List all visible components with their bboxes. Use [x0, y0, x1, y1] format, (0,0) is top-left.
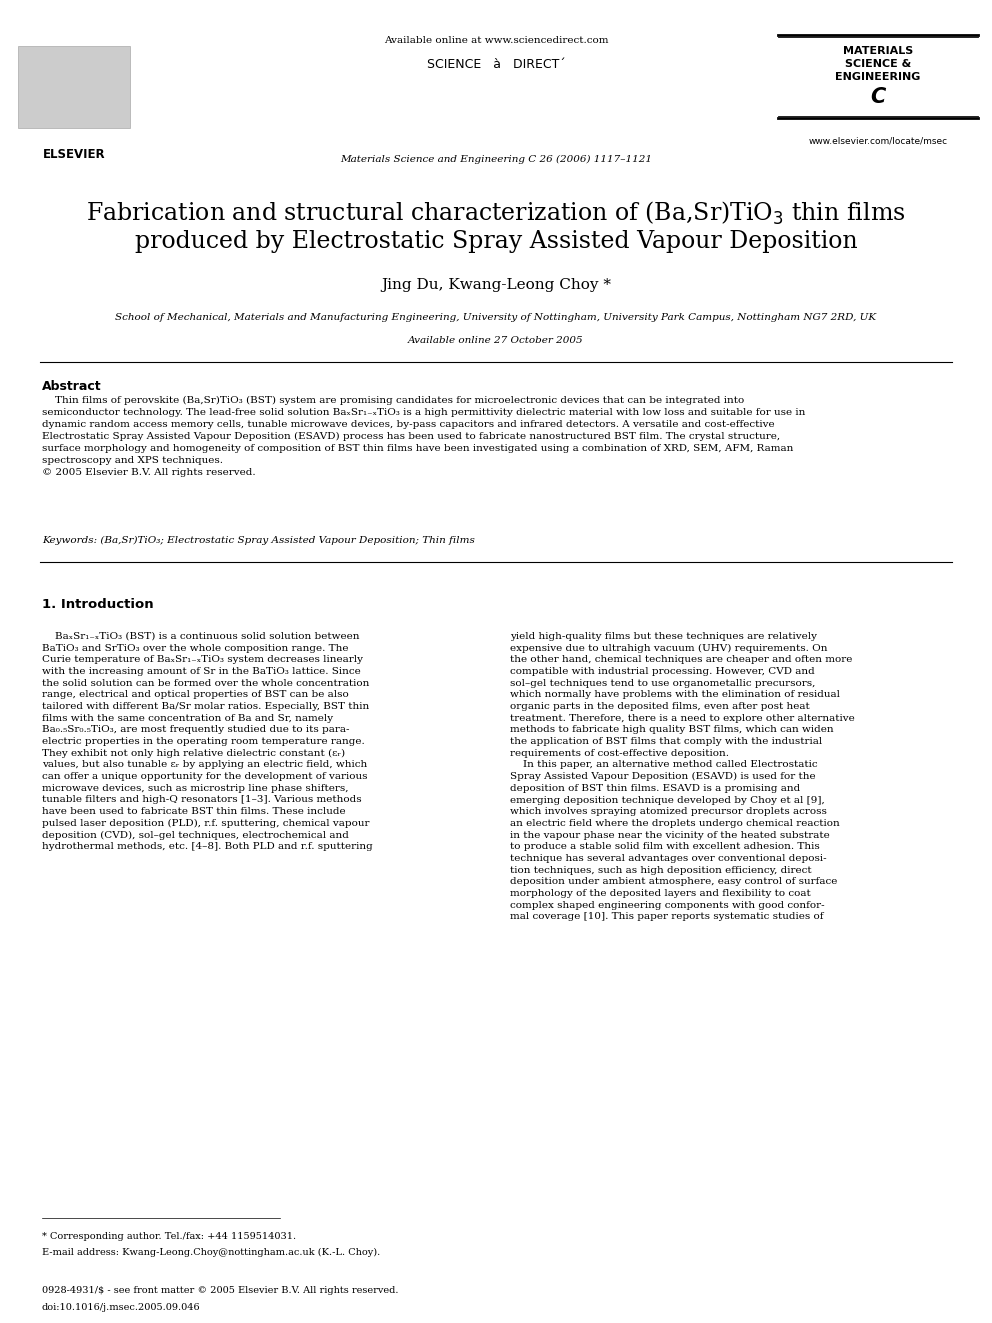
- Text: Fabrication and structural characterization of (Ba,Sr)TiO$_3$ thin films: Fabrication and structural characterizat…: [86, 200, 906, 228]
- Text: Thin films of perovskite (Ba,Sr)TiO₃ (BST) system are promising candidates for m: Thin films of perovskite (Ba,Sr)TiO₃ (BS…: [42, 396, 806, 478]
- Text: Available online 27 October 2005: Available online 27 October 2005: [408, 336, 584, 345]
- Text: SCIENCE   à   DIRECT´: SCIENCE à DIRECT´: [427, 58, 565, 71]
- FancyBboxPatch shape: [18, 46, 130, 128]
- Text: School of Mechanical, Materials and Manufacturing Engineering, University of Not: School of Mechanical, Materials and Manu…: [115, 314, 877, 321]
- Text: BaₓSr₁₋ₓTiO₃ (BST) is a continuous solid solution between
BaTiO₃ and SrTiO₃ over: BaₓSr₁₋ₓTiO₃ (BST) is a continuous solid…: [42, 632, 373, 852]
- Text: Keywords: (Ba,Sr)TiO₃; Electrostatic Spray Assisted Vapour Deposition; Thin film: Keywords: (Ba,Sr)TiO₃; Electrostatic Spr…: [42, 536, 475, 545]
- Text: E-mail address: Kwang-Leong.Choy@nottingham.ac.uk (K.-L. Choy).: E-mail address: Kwang-Leong.Choy@notting…: [42, 1248, 380, 1257]
- Text: Jing Du, Kwang-Leong Choy *: Jing Du, Kwang-Leong Choy *: [381, 278, 611, 292]
- Text: ENGINEERING: ENGINEERING: [835, 71, 921, 82]
- Text: 0928-4931/$ - see front matter © 2005 Elsevier B.V. All rights reserved.: 0928-4931/$ - see front matter © 2005 El…: [42, 1286, 399, 1295]
- Text: produced by Electrostatic Spray Assisted Vapour Deposition: produced by Electrostatic Spray Assisted…: [135, 230, 857, 253]
- Text: MATERIALS: MATERIALS: [843, 46, 913, 56]
- Text: 1. Introduction: 1. Introduction: [42, 598, 154, 611]
- Text: ELSEVIER: ELSEVIER: [43, 148, 105, 161]
- Text: Available online at www.sciencedirect.com: Available online at www.sciencedirect.co…: [384, 36, 608, 45]
- Text: yield high-quality films but these techniques are relatively
expensive due to ul: yield high-quality films but these techn…: [510, 632, 855, 921]
- Text: www.elsevier.com/locate/msec: www.elsevier.com/locate/msec: [808, 136, 947, 146]
- Text: C: C: [870, 87, 886, 107]
- Text: Abstract: Abstract: [42, 380, 101, 393]
- Text: * Corresponding author. Tel./fax: +44 1159514031.: * Corresponding author. Tel./fax: +44 11…: [42, 1232, 297, 1241]
- Text: Materials Science and Engineering C 26 (2006) 1117–1121: Materials Science and Engineering C 26 (…: [340, 155, 652, 164]
- Text: SCIENCE &: SCIENCE &: [845, 60, 911, 69]
- Text: doi:10.1016/j.msec.2005.09.046: doi:10.1016/j.msec.2005.09.046: [42, 1303, 200, 1312]
